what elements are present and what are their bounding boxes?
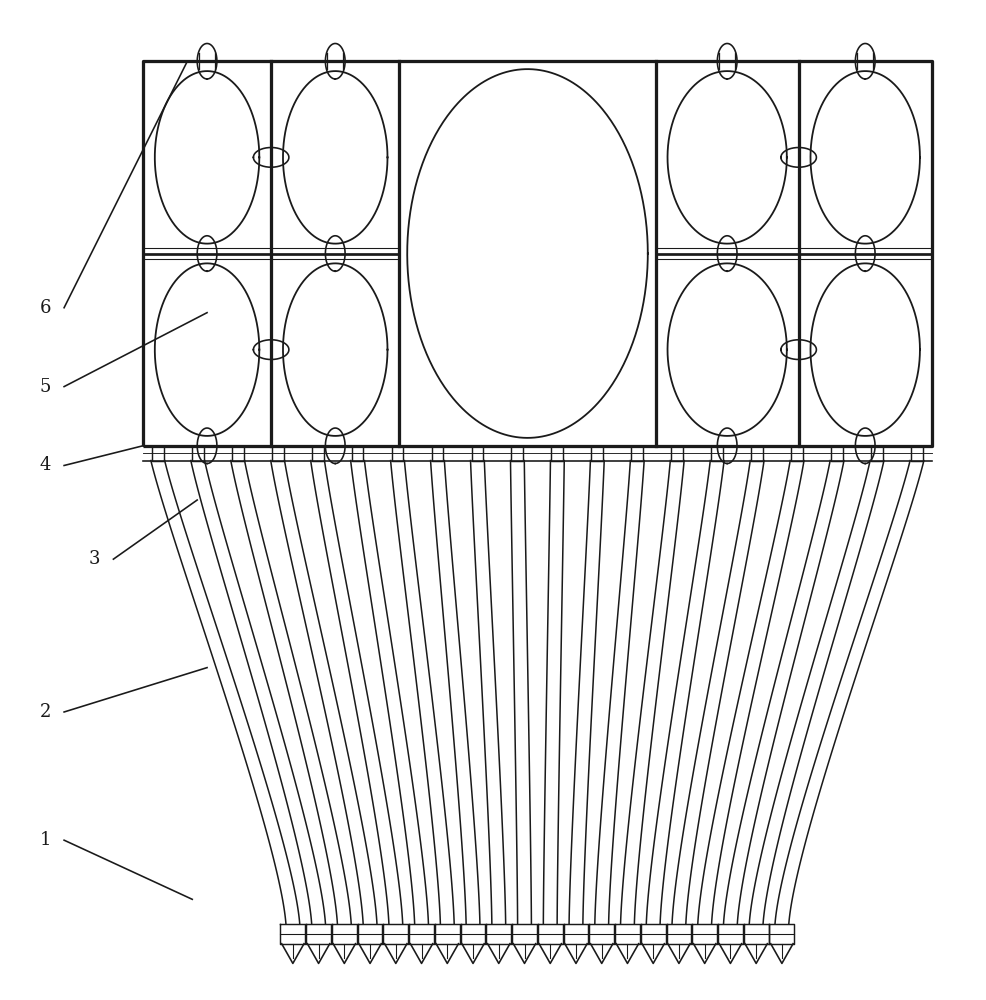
Text: 3: 3 [89, 550, 101, 568]
Text: 1: 1 [39, 831, 51, 849]
Text: 6: 6 [39, 299, 51, 317]
Text: 2: 2 [39, 703, 51, 721]
Text: 5: 5 [39, 378, 51, 396]
Text: 4: 4 [39, 456, 51, 474]
